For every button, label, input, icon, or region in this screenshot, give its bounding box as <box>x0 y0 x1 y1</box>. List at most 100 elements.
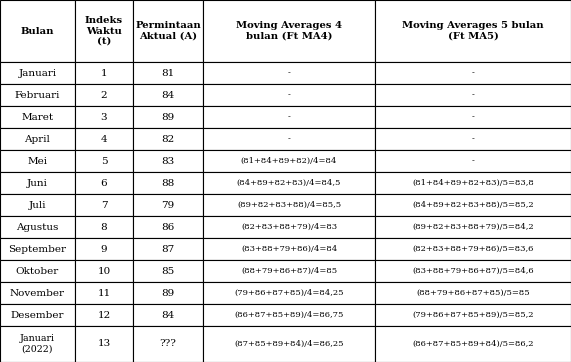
Bar <box>75 194 133 216</box>
Text: Juni: Juni <box>27 178 48 188</box>
Bar <box>203 106 375 128</box>
Bar <box>133 326 203 362</box>
Text: Bulan: Bulan <box>21 26 54 35</box>
Bar <box>0 128 75 150</box>
Text: Oktober: Oktober <box>16 266 59 275</box>
Bar <box>203 0 375 62</box>
Text: Permintaan
Aktual (A): Permintaan Aktual (A) <box>135 21 201 41</box>
Text: ???: ??? <box>159 340 176 349</box>
Bar <box>0 106 75 128</box>
Text: (86+87+85+89+84)/5=86,2: (86+87+85+89+84)/5=86,2 <box>412 340 534 348</box>
Text: (86+87+85+89)/4=86,75: (86+87+85+89)/4=86,75 <box>234 311 344 319</box>
Text: 13: 13 <box>98 340 111 349</box>
Text: 9: 9 <box>100 244 107 253</box>
Bar <box>375 128 571 150</box>
Text: 1: 1 <box>100 68 107 77</box>
Bar <box>133 194 203 216</box>
Bar <box>133 0 203 62</box>
Text: (82+83+88+79+86)/5=83,6: (82+83+88+79+86)/5=83,6 <box>412 245 534 253</box>
Text: -: - <box>288 91 291 99</box>
Bar <box>75 304 133 326</box>
Text: 3: 3 <box>100 113 107 122</box>
Text: (79+86+87+85+89)/5=85,2: (79+86+87+85+89)/5=85,2 <box>412 311 534 319</box>
Text: 89: 89 <box>162 289 175 298</box>
Text: (84+89+82+83)/4=84,5: (84+89+82+83)/4=84,5 <box>237 179 341 187</box>
Text: (84+89+82+83+88)/5=85,2: (84+89+82+83+88)/5=85,2 <box>412 201 534 209</box>
Text: Desember: Desember <box>11 311 65 320</box>
Text: Juli: Juli <box>29 201 46 210</box>
Bar <box>75 282 133 304</box>
Text: 11: 11 <box>98 289 111 298</box>
Bar <box>0 326 75 362</box>
Text: November: November <box>10 289 65 298</box>
Text: (81+84+89+82+83)/5=83,8: (81+84+89+82+83)/5=83,8 <box>412 179 534 187</box>
Text: 7: 7 <box>100 201 107 210</box>
Text: Indeks
Waktu
(t): Indeks Waktu (t) <box>85 16 123 46</box>
Bar <box>203 128 375 150</box>
Bar <box>375 84 571 106</box>
Bar <box>375 62 571 84</box>
Text: (82+83+88+79)/4=83: (82+83+88+79)/4=83 <box>241 223 337 231</box>
Text: 83: 83 <box>162 156 175 165</box>
Text: 8: 8 <box>100 223 107 232</box>
Bar <box>75 326 133 362</box>
Bar <box>75 172 133 194</box>
Bar <box>133 106 203 128</box>
Bar <box>203 260 375 282</box>
Bar <box>0 304 75 326</box>
Text: April: April <box>25 135 50 143</box>
Bar <box>203 150 375 172</box>
Bar <box>0 282 75 304</box>
Text: 79: 79 <box>162 201 175 210</box>
Text: 81: 81 <box>162 68 175 77</box>
Bar <box>0 216 75 238</box>
Text: 89: 89 <box>162 113 175 122</box>
Bar <box>375 238 571 260</box>
Text: -: - <box>288 135 291 143</box>
Bar <box>203 84 375 106</box>
Bar <box>75 62 133 84</box>
Bar <box>375 326 571 362</box>
Text: 10: 10 <box>98 266 111 275</box>
Bar <box>0 150 75 172</box>
Bar <box>203 326 375 362</box>
Bar <box>203 282 375 304</box>
Bar <box>375 260 571 282</box>
Text: 88: 88 <box>162 178 175 188</box>
Bar <box>75 260 133 282</box>
Text: 4: 4 <box>100 135 107 143</box>
Text: 82: 82 <box>162 135 175 143</box>
Text: 87: 87 <box>162 244 175 253</box>
Bar <box>203 62 375 84</box>
Bar <box>75 216 133 238</box>
Bar <box>133 128 203 150</box>
Bar <box>0 260 75 282</box>
Text: 84: 84 <box>162 311 175 320</box>
Bar <box>75 106 133 128</box>
Text: 5: 5 <box>100 156 107 165</box>
Text: 2: 2 <box>100 90 107 100</box>
Text: -: - <box>288 113 291 121</box>
Bar <box>375 150 571 172</box>
Bar <box>133 282 203 304</box>
Bar <box>133 260 203 282</box>
Bar <box>203 304 375 326</box>
Text: Maret: Maret <box>22 113 54 122</box>
Text: 12: 12 <box>98 311 111 320</box>
Bar <box>203 194 375 216</box>
Bar <box>375 0 571 62</box>
Bar <box>0 84 75 106</box>
Text: (87+85+89+84)/4=86,25: (87+85+89+84)/4=86,25 <box>234 340 344 348</box>
Bar <box>375 304 571 326</box>
Text: -: - <box>472 135 475 143</box>
Text: -: - <box>472 69 475 77</box>
Text: -: - <box>472 113 475 121</box>
Bar <box>75 84 133 106</box>
Bar <box>75 238 133 260</box>
Text: 86: 86 <box>162 223 175 232</box>
Text: (89+82+83+88+79)/5=84,2: (89+82+83+88+79)/5=84,2 <box>412 223 534 231</box>
Text: (83+88+79+86)/4=84: (83+88+79+86)/4=84 <box>241 245 337 253</box>
Bar <box>0 62 75 84</box>
Text: -: - <box>288 69 291 77</box>
Text: Moving Averages 5 bulan
(Ft MA5): Moving Averages 5 bulan (Ft MA5) <box>402 21 544 41</box>
